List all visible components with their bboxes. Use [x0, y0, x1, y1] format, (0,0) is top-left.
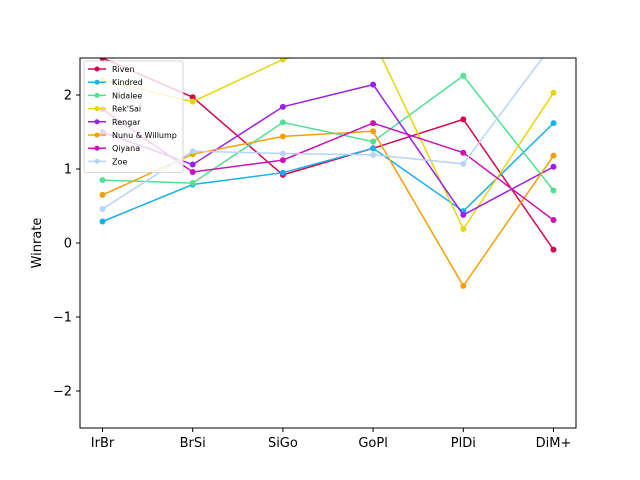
legend-item-qiyana: Qiyana	[88, 144, 140, 153]
data-point-riven-dim	[550, 246, 557, 253]
legend-marker-rek-sai	[94, 106, 100, 112]
data-point-kindred-gopl	[370, 145, 377, 152]
data-point-nunu-willump-sigo	[279, 133, 286, 140]
data-point-kindred-irbr	[99, 218, 106, 225]
legend-item-rek-sai: Rek'Sai	[88, 105, 141, 114]
data-point-qiyana-pldi	[460, 149, 467, 156]
y-axis-title: Winrate	[30, 218, 45, 269]
data-point-nunu-willump-dim	[550, 152, 557, 159]
data-point-qiyana-sigo	[279, 157, 286, 164]
data-point-qiyana-gopl	[370, 120, 377, 127]
data-point-riven-irbr	[99, 58, 106, 61]
series-nidalee	[99, 72, 557, 194]
data-point-qiyana-brsi	[189, 168, 196, 175]
legend-label-riven: Riven	[112, 65, 135, 74]
data-point-nidalee-pldi	[460, 72, 467, 79]
data-point-zoe-irbr	[99, 205, 106, 212]
data-point-nidalee-dim	[550, 187, 557, 194]
data-point-nidalee-brsi	[189, 180, 196, 187]
x-tick-label-pldi: PlDi	[451, 436, 476, 451]
data-point-rek-sai-gopl	[370, 37, 376, 43]
data-point-rengar-brsi	[189, 161, 196, 168]
legend-label-nidalee: Nidalee	[112, 91, 142, 100]
legend-marker-kindred	[94, 79, 100, 85]
data-point-riven-brsi	[189, 94, 196, 101]
data-point-rek-sai-pldi	[460, 225, 467, 232]
legend-item-kindred: Kindred	[88, 78, 143, 87]
data-point-nidalee-irbr	[99, 177, 106, 184]
data-point-nidalee-gopl	[370, 138, 377, 145]
legend-marker-qiyana	[94, 145, 100, 151]
y-tick-label-3: 1	[64, 163, 72, 178]
legend-label-rek-sai: Rek'Sai	[112, 105, 141, 114]
x-tick-label-irbr: IrBr	[91, 436, 115, 451]
y-tick-label-4: 2	[64, 89, 72, 104]
data-point-nunu-willump-pldi	[460, 282, 467, 289]
legend-label-qiyana: Qiyana	[112, 144, 140, 153]
legend-marker-zoe	[94, 158, 100, 164]
x-tick-label-brsi: BrSi	[180, 436, 206, 451]
legend-marker-riven	[94, 66, 100, 72]
legend-label-nunu-willump: Nunu & Willump	[112, 131, 177, 140]
data-point-kindred-sigo	[279, 169, 286, 176]
y-tick-label-0: −2	[53, 385, 72, 400]
data-point-rengar-sigo	[279, 103, 286, 110]
legend-item-nidalee: Nidalee	[88, 91, 142, 100]
data-point-rengar-dim	[550, 163, 557, 170]
legend-box	[83, 60, 184, 173]
data-point-qiyana-dim	[550, 217, 557, 224]
series-line-kindred	[102, 122, 555, 223]
data-point-zoe-sigo	[279, 150, 286, 157]
data-point-rengar-gopl	[370, 81, 377, 88]
x-tick-label-sigo: SiGo	[268, 436, 298, 451]
series-line-nidalee	[102, 74, 555, 191]
data-point-nunu-willump-gopl	[370, 128, 377, 135]
x-axis: IrBr BrSi SiGo GoPl PlDi DiM+	[91, 428, 572, 451]
data-point-zoe-dim	[551, 40, 557, 46]
data-point-nunu-willump-irbr	[99, 191, 106, 198]
legend-marker-nidalee	[94, 92, 100, 98]
data-point-rek-sai-brsi	[189, 98, 196, 105]
data-point-rengar-pldi	[460, 211, 467, 218]
y-tick-label-1: −1	[53, 311, 72, 326]
data-point-kindred-dim	[550, 120, 557, 127]
data-point-nidalee-sigo	[279, 119, 286, 126]
legend-marker-nunu-willump	[94, 132, 100, 138]
legend-marker-rengar	[94, 119, 100, 125]
y-axis: −2 −1 0 1 2	[53, 89, 80, 400]
legend: Riven Kindred Nidalee Rek'Sai Rengar Nunu & W…	[83, 60, 184, 173]
data-point-rek-sai-dim	[550, 89, 557, 96]
legend-label-rengar: Rengar	[112, 118, 141, 127]
data-point-zoe-pldi	[460, 160, 467, 167]
data-point-zoe-gopl	[370, 151, 377, 158]
legend-label-zoe: Zoe	[112, 157, 127, 166]
data-point-riven-pldi	[460, 116, 467, 123]
y-tick-label-2: 0	[64, 237, 72, 252]
x-tick-label-gopl: GoPl	[358, 436, 387, 451]
data-point-rek-sai-sigo	[279, 58, 286, 63]
legend-item-nunu-willump: Nunu & Willump	[88, 131, 177, 140]
legend-item-rengar: Rengar	[88, 118, 141, 127]
data-point-zoe-brsi	[189, 148, 196, 155]
legend-label-kindred: Kindred	[112, 78, 143, 87]
legend-item-riven: Riven	[88, 65, 135, 74]
x-tick-label-dim: DiM+	[536, 436, 572, 451]
legend-item-zoe: Zoe	[88, 157, 127, 166]
